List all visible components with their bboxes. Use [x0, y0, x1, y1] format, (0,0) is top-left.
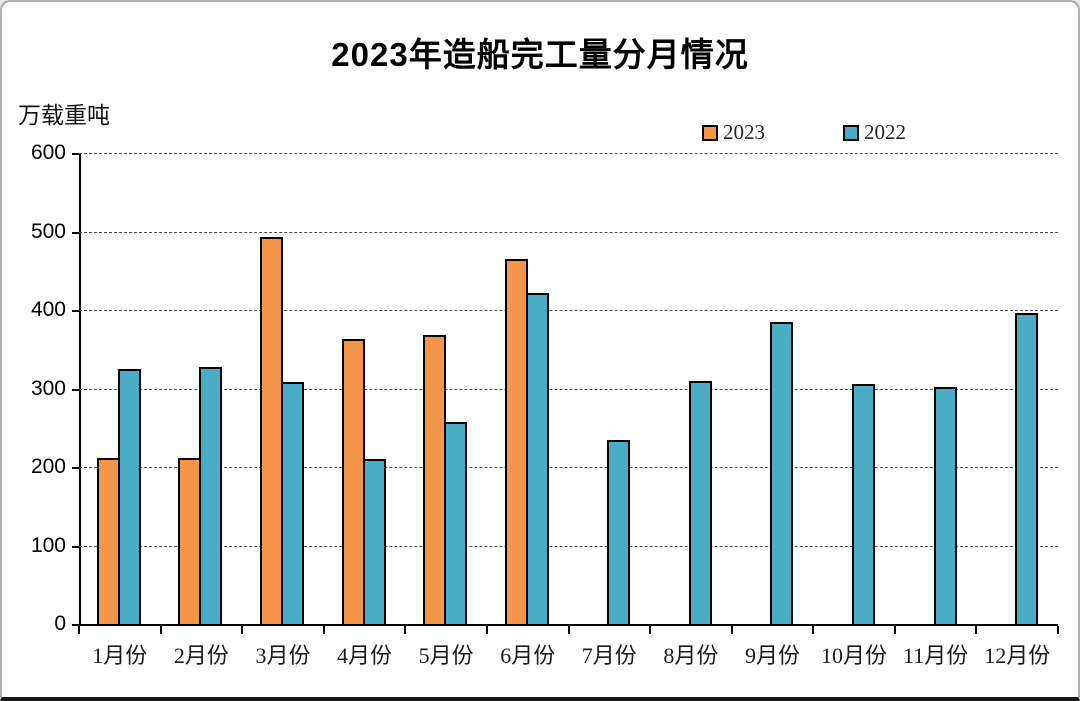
x-tick-mark-1	[159, 626, 162, 634]
x-tick-label-5月份: 5月份	[418, 643, 474, 668]
x-tick-label-12月份: 12月份	[984, 643, 1051, 668]
bar-2022-6月份	[525, 293, 549, 624]
x-tick-mark-6	[567, 626, 570, 634]
x-tick-mark-7	[649, 626, 652, 634]
x-tick-mark-11	[975, 626, 978, 634]
chart-legend: 2023 2022	[702, 120, 906, 145]
x-tick-mark-8	[730, 626, 733, 634]
x-tick-mark-2	[241, 626, 244, 634]
legend-item-2022: 2022	[843, 120, 906, 145]
y-tick-mark-0	[72, 624, 79, 626]
bar-2022-5月份	[444, 422, 468, 624]
x-tick-mark-5	[485, 626, 488, 634]
x-tick-label-11月份: 11月份	[903, 643, 969, 668]
plot-area	[72, 153, 1059, 634]
y-tick-mark-300	[72, 388, 79, 391]
bar-2022-7月份	[607, 440, 631, 624]
y-tick-mark-600	[72, 153, 79, 155]
gridline-400	[79, 310, 1058, 311]
y-tick-label-100: 100	[30, 533, 66, 557]
legend-label-2022: 2022	[864, 120, 906, 144]
x-tick-mark-9	[812, 626, 815, 634]
y-tick-mark-100	[72, 545, 79, 548]
bar-2023-1月份	[96, 458, 120, 624]
bar-2022-10月份	[852, 384, 876, 624]
y-tick-mark-500	[72, 231, 79, 234]
bar-2022-2月份	[199, 367, 223, 624]
gridline-300	[79, 388, 1058, 390]
y-tick-label-200: 200	[30, 455, 66, 478]
bar-2022-11月份	[933, 387, 957, 624]
y-tick-mark-400	[72, 310, 79, 312]
bar-2022-3月份	[280, 382, 304, 624]
x-tick-label-8月份: 8月份	[663, 643, 719, 668]
gridline-100	[79, 545, 1058, 547]
gridline-200	[79, 467, 1058, 468]
y-tick-label-500: 500	[30, 219, 66, 243]
chart-title: 2023年造船完工量分月情况	[331, 36, 749, 73]
y-tick-label-0: 0	[54, 612, 66, 635]
legend-label-2023: 2023	[723, 120, 765, 144]
bar-2022-9月份	[770, 322, 794, 624]
bar-2023-4月份	[341, 339, 365, 624]
y-tick-label-600: 600	[30, 141, 66, 164]
x-tick-mark-10	[893, 626, 896, 634]
x-tick-label-4月份: 4月份	[337, 643, 393, 668]
bar-2022-12月份	[1015, 313, 1039, 624]
gridline-500	[79, 231, 1058, 233]
bar-2023-3月份	[259, 237, 283, 624]
bar-2023-2月份	[178, 458, 202, 624]
x-tick-label-3月份: 3月份	[255, 643, 311, 668]
x-tick-mark-4	[404, 626, 407, 634]
y-axis-unit-label: 万载重吨	[18, 103, 110, 128]
x-tick-mark-0	[78, 626, 80, 634]
legend-item-2023: 2023	[702, 120, 765, 145]
x-tick-label-10月份: 10月份	[821, 643, 888, 668]
legend-square-icon-2023	[702, 124, 718, 141]
y-tick-mark-200	[72, 467, 79, 469]
bar-2023-6月份	[504, 259, 528, 624]
x-tick-mark-3	[322, 626, 325, 634]
y-tick-label-400: 400	[30, 298, 66, 321]
y-tick-label-300: 300	[30, 376, 66, 400]
bar-2022-8月份	[688, 381, 712, 624]
gridline-600	[79, 153, 1058, 154]
x-tick-label-1月份: 1月份	[92, 643, 148, 668]
bar-2023-5月份	[423, 335, 447, 624]
x-axis-line	[79, 624, 1058, 626]
x-tick-label-6月份: 6月份	[500, 643, 556, 668]
x-tick-label-7月份: 7月份	[581, 643, 637, 668]
x-tick-label-2月份: 2月份	[173, 643, 229, 668]
x-tick-mark-12	[1057, 626, 1059, 634]
bar-2022-1月份	[117, 369, 141, 624]
legend-square-icon-2022	[843, 124, 859, 141]
x-tick-label-9月份: 9月份	[744, 643, 800, 668]
bar-2022-4月份	[362, 459, 386, 624]
